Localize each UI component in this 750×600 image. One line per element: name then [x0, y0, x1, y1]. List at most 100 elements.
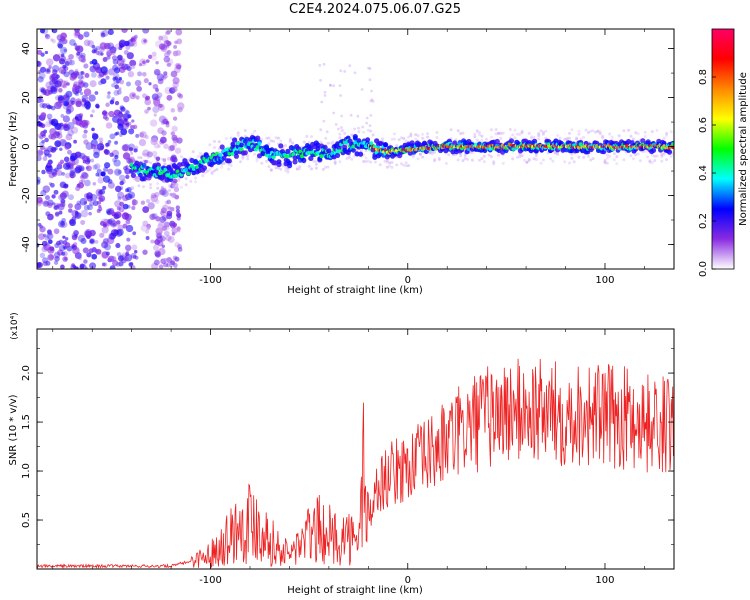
spectrogram-noise-cell — [138, 138, 147, 147]
spectrogram-noise-cell — [80, 52, 86, 59]
spectrogram-halo-cell — [142, 152, 145, 156]
spectrogram-noise-cell — [102, 70, 109, 76]
spectrogram-noise-cell — [76, 51, 81, 56]
spectrogram-halo-cell — [366, 128, 370, 132]
spectrogram-noise-cell — [81, 178, 85, 183]
spectrogram-noise-cell — [98, 137, 104, 143]
spectrogram-noise-cell — [109, 99, 115, 105]
spectrogram-halo-cell — [520, 129, 524, 133]
spectrogram-noise-cell — [171, 227, 178, 234]
spectrogram-halo-cell — [253, 129, 257, 133]
spectrogram-noise-cell — [165, 30, 171, 35]
spectrogram-halo-cell — [478, 131, 481, 134]
spectrogram-noise-cell — [127, 191, 136, 199]
spectrogram-noise-cell — [169, 192, 173, 197]
spectrogram-spray-cell — [332, 111, 336, 115]
colorbar-ticks: 0.0 0.2 0.4 0.6 0.8 — [698, 69, 716, 277]
spectrogram-track-outer — [150, 169, 156, 174]
spectrogram-noise-cell — [118, 87, 122, 91]
spectrogram-noise-cell — [47, 239, 53, 245]
spectrogram-noise-cell — [37, 203, 42, 207]
spectrogram-noise-cell — [74, 116, 79, 120]
spectrogram-halo-cell — [284, 166, 287, 170]
snr-x-tick-label: 100 — [595, 575, 614, 586]
spectrogram-noise-cell — [59, 192, 67, 200]
spectrogram-halo-cell — [572, 160, 576, 164]
spectrogram-track-outer — [358, 151, 364, 157]
spectrogram-noise-cell — [123, 118, 128, 122]
spectrogram-noise-cell — [88, 211, 92, 216]
spectrogram-halo-cell — [541, 132, 545, 136]
spectrogram-noise-cell — [52, 202, 56, 206]
spectrogram-noise-cell — [163, 230, 170, 237]
spectrogram-noise-cell — [136, 86, 142, 92]
spectrogram-noise-cell — [118, 39, 127, 47]
spectrogram-noise-cell — [83, 204, 90, 211]
spectrogram-noise-cell — [131, 36, 137, 42]
spectrogram-noise-cell — [104, 149, 110, 156]
spectrogram-noise-cell — [165, 44, 170, 49]
spectrogram-track-outer — [594, 140, 600, 146]
spectrogram-spray-cell — [353, 71, 357, 75]
spectrogram-track-body — [351, 144, 356, 149]
spectrogram-noise-cell — [165, 235, 172, 242]
spectrogram-noise-cell — [60, 113, 65, 118]
spectrogram-track-outer — [650, 147, 657, 153]
spectrogram-noise-cell — [60, 101, 65, 106]
spectrogram-noise-cell — [45, 211, 51, 217]
spectrogram-noise-cell — [81, 172, 89, 180]
spectrogram-track-body — [257, 141, 262, 146]
spectrogram-noise-cell — [112, 77, 117, 81]
spectrogram-noise-cell — [54, 140, 62, 148]
spectrogram-noise-cell — [151, 51, 157, 57]
spectrogram-noise-cell — [171, 86, 178, 93]
spectrogram-track-outer — [244, 136, 250, 142]
spectrogram-noise-cell — [166, 257, 173, 264]
spectrogram-cells — [37, 29, 674, 269]
spectrogram-halo-cell — [480, 138, 484, 142]
spectrogram-halo-cell — [489, 128, 493, 132]
snr-y-multiplier: (x10⁴) — [10, 312, 20, 339]
spectrogram-noise-cell — [107, 91, 111, 95]
spectrogram-halo-cell — [366, 159, 370, 163]
spectrogram-halo-cell — [175, 179, 179, 183]
spectrogram-noise-cell — [77, 74, 83, 80]
spectrogram-halo-cell — [523, 158, 526, 162]
spectrogram-noise-cell — [96, 208, 101, 214]
spectrogram-noise-cell — [150, 194, 159, 203]
spectrogram-halo-cell — [274, 136, 278, 140]
spectrogram-noise-cell — [123, 256, 129, 262]
spectrogram-noise-cell — [41, 29, 49, 35]
spectrogram-noise-cell — [158, 264, 164, 269]
spectrogram-track-outer — [351, 147, 356, 153]
spectrogram-noise-cell — [112, 223, 116, 227]
spectrogram-halo-cell — [177, 179, 181, 183]
spectrogram-halo-cell — [400, 162, 403, 166]
spectrogram-noise-cell — [43, 149, 50, 156]
spectrogram-halo-cell — [634, 153, 638, 157]
spectrogram-halo-cell — [149, 183, 153, 186]
spectrogram-noise-cell — [79, 175, 84, 180]
spectrogram-track-body — [218, 152, 223, 157]
spectrogram-noise-cell — [156, 73, 165, 81]
spectrogram-noise-cell — [54, 146, 58, 151]
spectrogram-halo-cell — [591, 129, 595, 133]
spectrogram-halo-cell — [279, 167, 283, 171]
spectrogram-halo-cell — [570, 152, 574, 156]
spectrogram-noise-cell — [120, 106, 126, 112]
spectrogram-noise-cell — [62, 115, 71, 123]
spectrogram-noise-cell — [114, 67, 121, 74]
snr-ylabel: SNR (10 * v/v) — [8, 394, 19, 465]
spectrogram-noise-cell — [37, 133, 43, 138]
spectrogram-noise-cell — [160, 45, 168, 53]
spectrogram-noise-cell — [163, 257, 168, 262]
spectrogram-noise-cell — [161, 130, 167, 136]
spectrogram-halo-cell — [340, 129, 344, 132]
spectrogram-halo-cell — [449, 128, 453, 132]
spectrogram-halo-cell — [589, 129, 593, 133]
spectrogram-halo-cell — [272, 139, 276, 143]
spectrogram-halo-cell — [530, 136, 534, 140]
spectrogram-noise-cell — [167, 49, 172, 55]
spectrogram-halo-cell — [575, 136, 579, 140]
